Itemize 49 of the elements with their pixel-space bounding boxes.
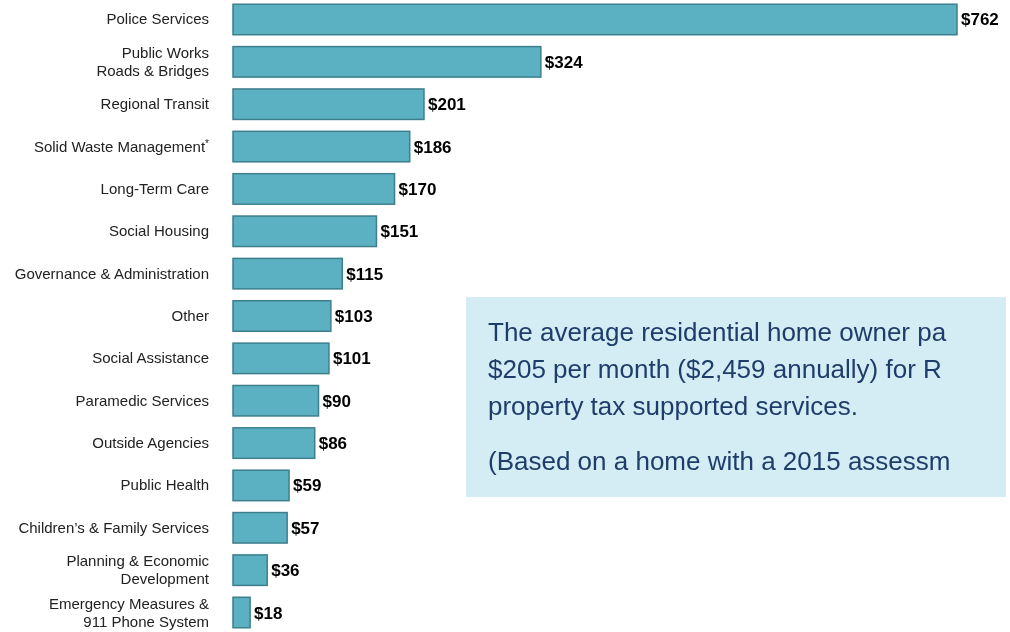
bar [232, 511, 288, 544]
bar [232, 596, 251, 629]
data-label: $59 [293, 476, 322, 496]
data-label: $36 [271, 561, 300, 581]
y-tick-label: Children’s & Family Services [18, 518, 209, 536]
data-label: $103 [334, 307, 373, 326]
y-tick-label: Planning & Economic Development [66, 552, 210, 588]
bar [232, 172, 396, 205]
data-label: $170 [398, 179, 437, 199]
bar [232, 45, 542, 78]
bar [232, 469, 290, 502]
annotation: property tax supported services. [488, 391, 858, 421]
data-label: $201 [427, 95, 466, 115]
y-tick-label: Long-Term Care [100, 179, 209, 197]
data-label: $186 [413, 137, 452, 157]
annotation: $205 per month ($2,459 annually) for R [488, 354, 942, 384]
bar [232, 130, 411, 163]
y-tick-label: Public Works Roads & Bridges [96, 43, 209, 79]
y-tick-label: Social Assistance [92, 349, 209, 367]
bar [232, 300, 332, 332]
data-label: $762 [961, 10, 999, 30]
data-label: $101 [332, 349, 371, 369]
bar [232, 215, 378, 248]
data-label: $115 [346, 264, 384, 284]
bar [232, 342, 330, 375]
annotation: The average residential home owner pa [488, 317, 947, 347]
y-tick-label: Paramedic Services [75, 391, 209, 409]
y-tick-label: Social Housing [108, 222, 209, 240]
bar [232, 384, 320, 417]
y-tick-label: Public Health [120, 476, 209, 494]
y-tick-label: Emergency Measures & 911 Phone System [48, 594, 209, 630]
data-label: $324 [544, 52, 584, 72]
y-tick-label: Solid Waste Management$^{*}$ [33, 137, 210, 155]
bar [232, 554, 268, 587]
bar [232, 427, 316, 460]
data-label: $86 [318, 434, 348, 454]
y-tick-label: Governance & Administration [14, 264, 209, 282]
bar [232, 257, 344, 290]
annotation: (Based on a home with a 2015 assessm [488, 446, 951, 476]
bar [232, 88, 425, 121]
data-label: $57 [291, 518, 320, 538]
y-tick-label: Police Services [106, 10, 209, 28]
data-label: $18 [254, 603, 283, 623]
y-tick-label: Regional Transit [100, 95, 210, 113]
data-label: $151 [380, 222, 419, 242]
y-tick-label: Other [171, 307, 209, 324]
bar [232, 3, 958, 36]
data-label: $90 [322, 391, 351, 411]
y-tick-label: Outside Agencies [92, 434, 209, 452]
